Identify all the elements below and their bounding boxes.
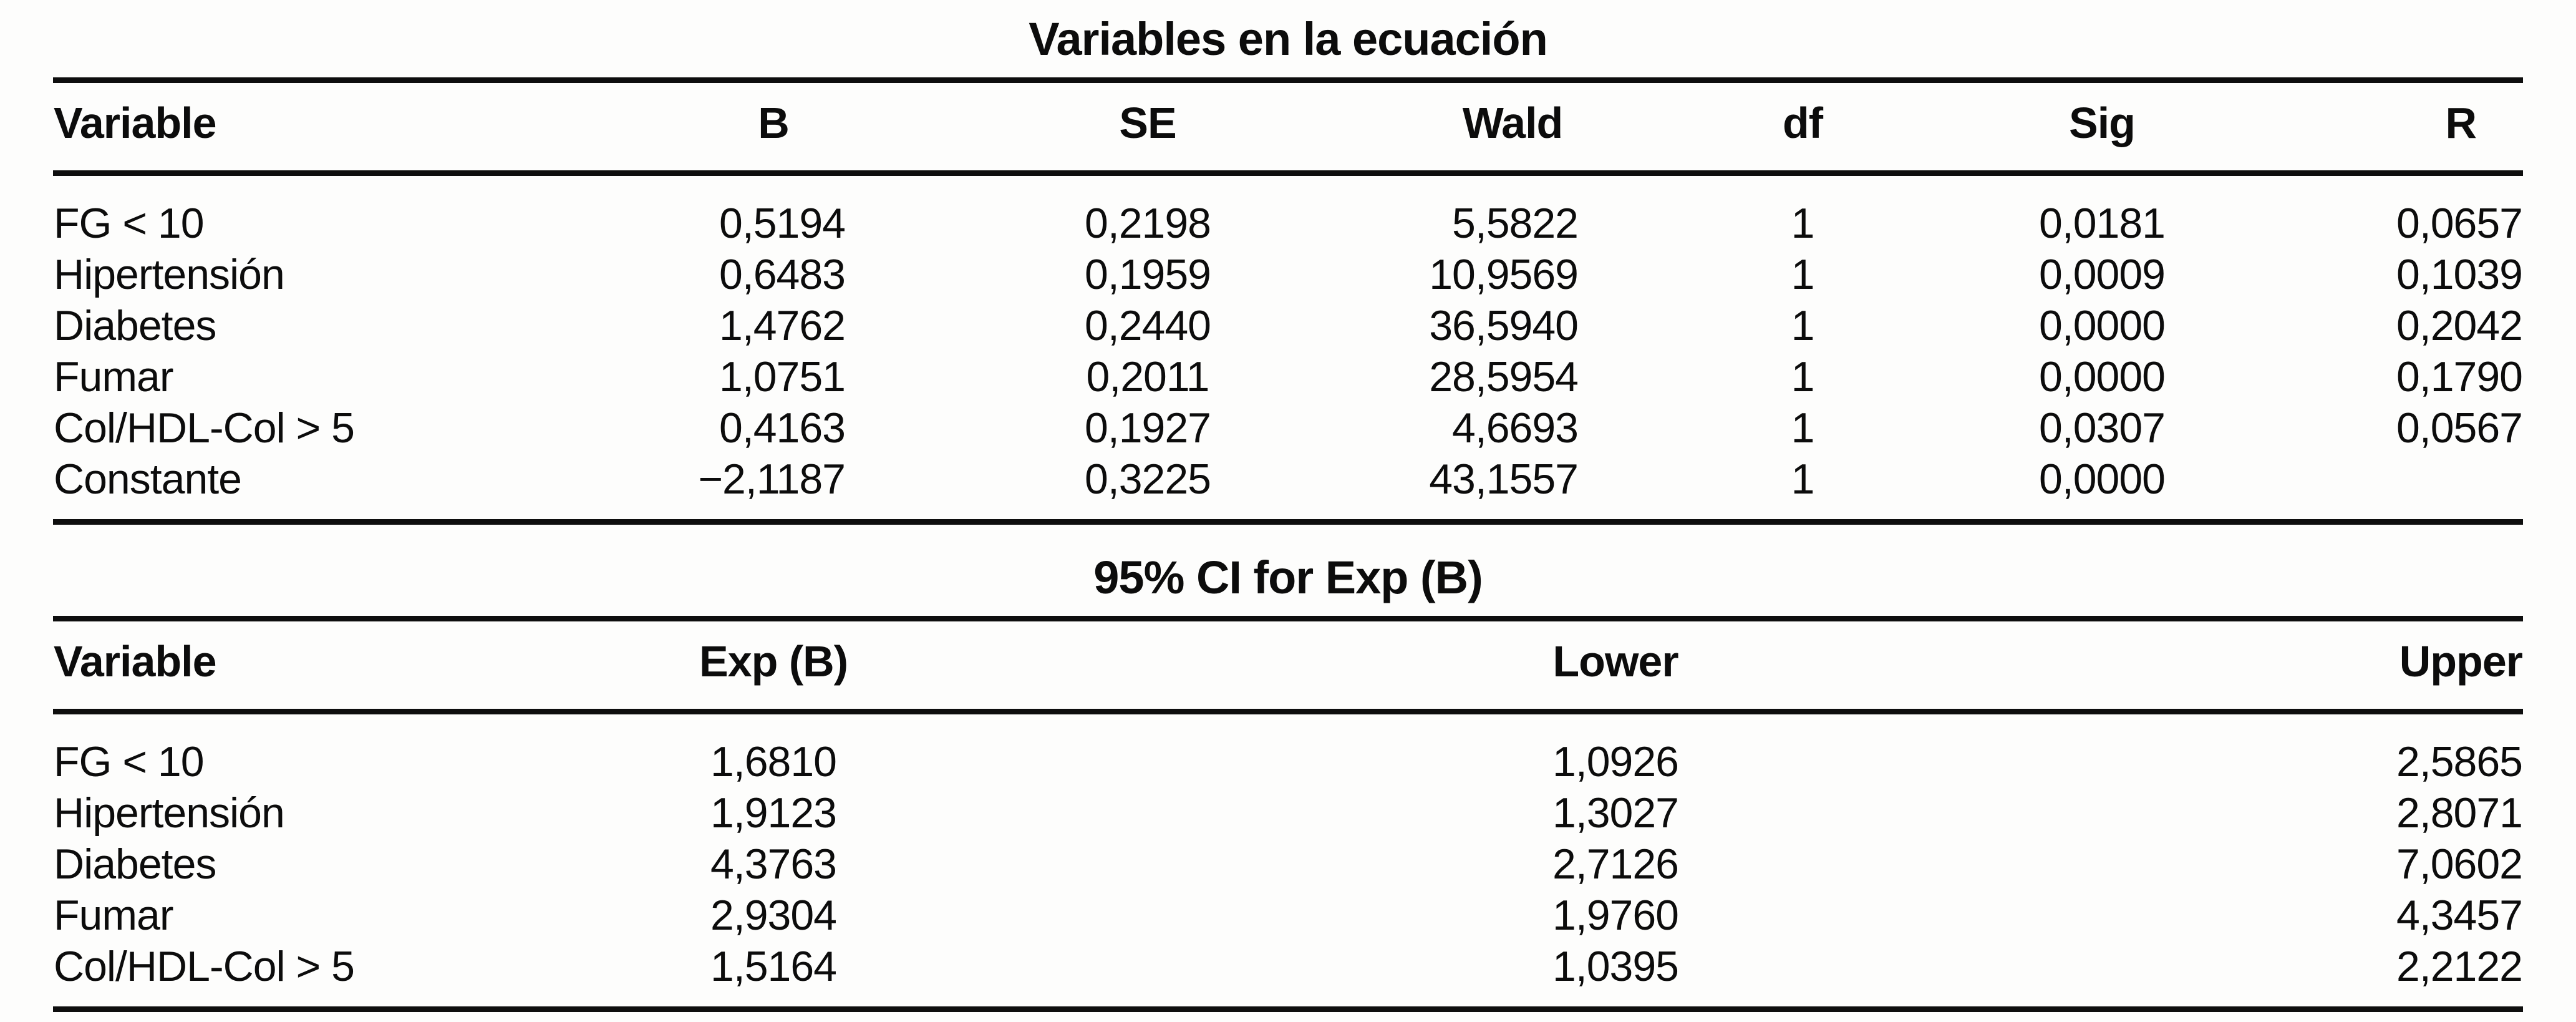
cell-variable: Fumar — [54, 892, 173, 939]
header-row: Variable Exp (B) Lower Upper — [53, 616, 2523, 714]
table-row: Constante −2,1187 0,3225 43,1557 1 0,000… — [53, 454, 2523, 525]
table-row: FG < 10 1,6810 1,0926 2,5865 — [53, 712, 2523, 788]
cell-sig: 0,0009 — [2039, 251, 2166, 298]
cell-r: 0,0657 — [2396, 200, 2523, 247]
cell-df: 1 — [1791, 200, 1815, 247]
cell-df: 1 — [1791, 353, 1815, 401]
column-header-upper: Upper — [2327, 616, 2523, 714]
cell-wald: 4,6693 — [1452, 404, 1579, 452]
column-header-se: SE — [904, 77, 1391, 176]
cell-wald: 43,1557 — [1391, 454, 1634, 525]
column-header-r: R — [2233, 77, 2523, 176]
table-row: Col/HDL-Col > 5 0,4163 0,1927 4,6693 1 0… — [53, 402, 2523, 454]
table-row: FG < 10 0,5194 0,2198 5,5822 1 0,0181 0,… — [53, 173, 2523, 250]
cell-df: 1 — [1634, 454, 1971, 525]
cell-lower: 1,0395 — [904, 941, 2327, 1012]
scanned-paper-table-figure: Variables en la ecuación Variable B SE W… — [0, 11, 2576, 1022]
cell-wald: 28,5954 — [1429, 353, 1579, 401]
table-row: Diabetes 1,4762 0,2440 36,5940 1 0,0000 … — [53, 300, 2523, 351]
cell-se: 0,1927 — [1085, 404, 1211, 452]
cell-b: 0,5194 — [719, 200, 846, 247]
cell-se: 0,1959 — [1085, 251, 1211, 298]
cell-r: 0,1790 — [2396, 353, 2523, 401]
cell-exp-b: 4,3763 — [710, 840, 837, 888]
cell-df: 1 — [1791, 251, 1815, 298]
cell-r: 0,2042 — [2396, 302, 2523, 349]
table-row: Fumar 2,9304 1,9760 4,3457 — [53, 890, 2523, 941]
cell-variable: Hipertensión — [54, 251, 285, 298]
cell-df: 1 — [1791, 302, 1815, 349]
cell-b: 0,6483 — [719, 251, 846, 298]
cell-exp-b: 2,9304 — [710, 892, 837, 939]
cell-variable: FG < 10 — [54, 200, 205, 247]
header-row: Variable B SE Wald df Sig R — [53, 77, 2523, 176]
cell-df: 1 — [1791, 404, 1815, 452]
cell-exp-b: 1,6810 — [710, 738, 837, 786]
table-row: Col/HDL-Col > 5 1,5164 1,0395 2,2122 — [53, 941, 2523, 1012]
cell-variable: Diabetes — [54, 302, 216, 349]
cell-r — [2233, 454, 2523, 525]
column-header-b: B — [642, 77, 904, 176]
cell-wald: 36,5940 — [1429, 302, 1579, 349]
cell-r: 0,1039 — [2396, 251, 2523, 298]
cell-wald: 10,9569 — [1429, 251, 1579, 298]
cell-variable: Col/HDL-Col > 5 — [54, 404, 355, 452]
column-header-sig: Sig — [1971, 77, 2233, 176]
cell-wald: 5,5822 — [1452, 200, 1579, 247]
cell-variable: Col/HDL-Col > 5 — [53, 941, 642, 1012]
cell-sig: 0,0307 — [2039, 404, 2166, 452]
table-row: Fumar 1,0751 0,2011 28,5954 1 0,0000 0,1… — [53, 351, 2523, 402]
column-header-exp-b: Exp (B) — [642, 616, 904, 714]
cell-b: 1,4762 — [719, 302, 846, 349]
table-title: Variables en la ecuación — [1029, 13, 1548, 65]
cell-upper: 4,3457 — [2396, 892, 2523, 939]
cell-se: 0,3225 — [904, 454, 1391, 525]
cell-lower: 2,7126 — [1552, 840, 1679, 888]
confidence-interval-table: Variable Exp (B) Lower Upper FG < 10 1,6… — [53, 616, 2523, 1012]
variables-en-la-ecuacion-block: Variables en la ecuación Variable B SE W… — [53, 11, 2523, 525]
ci-for-exp-b-block: 95% CI for Exp (B) Variable Exp (B) Lowe… — [53, 550, 2523, 1012]
column-header-variable: Variable — [53, 616, 642, 714]
cell-variable: Diabetes — [54, 840, 216, 888]
cell-lower: 1,9760 — [1552, 892, 1679, 939]
cell-lower: 1,0926 — [1552, 738, 1679, 786]
column-header-lower: Lower — [904, 616, 2327, 714]
cell-variable: Fumar — [54, 353, 173, 401]
cell-sig: 0,0000 — [1971, 454, 2233, 525]
cell-b: 1,0751 — [719, 353, 846, 401]
column-header-df: df — [1634, 77, 1971, 176]
cell-se: 0,2011 — [1086, 353, 1210, 401]
cell-b: −2,1187 — [642, 454, 904, 525]
table-title: 95% CI for Exp (B) — [1093, 552, 1483, 603]
table-row: Hipertensión 0,6483 0,1959 10,9569 1 0,0… — [53, 249, 2523, 300]
cell-variable: FG < 10 — [54, 738, 205, 786]
cell-lower: 1,3027 — [1552, 789, 1679, 837]
cell-se: 0,2198 — [1085, 200, 1211, 247]
cell-variable: Constante — [53, 454, 642, 525]
cell-upper: 7,0602 — [2396, 840, 2523, 888]
cell-sig: 0,0000 — [2039, 302, 2166, 349]
cell-r: 0,0567 — [2396, 404, 2523, 452]
cell-upper: 2,5865 — [2396, 738, 2523, 786]
cell-exp-b: 1,5164 — [642, 941, 904, 1012]
cell-se: 0,2440 — [1085, 302, 1211, 349]
cell-upper: 2,2122 — [2327, 941, 2523, 1012]
cell-variable: Hipertensión — [54, 789, 285, 837]
table-row: Hipertensión 1,9123 1,3027 2,8071 — [53, 787, 2523, 839]
cell-sig: 0,0000 — [2039, 353, 2166, 401]
cell-sig: 0,0181 — [2039, 200, 2166, 247]
cell-upper: 2,8071 — [2396, 789, 2523, 837]
cell-b: 0,4163 — [719, 404, 846, 452]
table-row: Diabetes 4,3763 2,7126 7,0602 — [53, 839, 2523, 890]
column-header-wald: Wald — [1391, 77, 1634, 176]
column-header-variable: Variable — [53, 77, 642, 176]
cell-exp-b: 1,9123 — [710, 789, 837, 837]
logistic-regression-table: Variable B SE Wald df Sig R FG < 10 0,51… — [53, 77, 2523, 525]
